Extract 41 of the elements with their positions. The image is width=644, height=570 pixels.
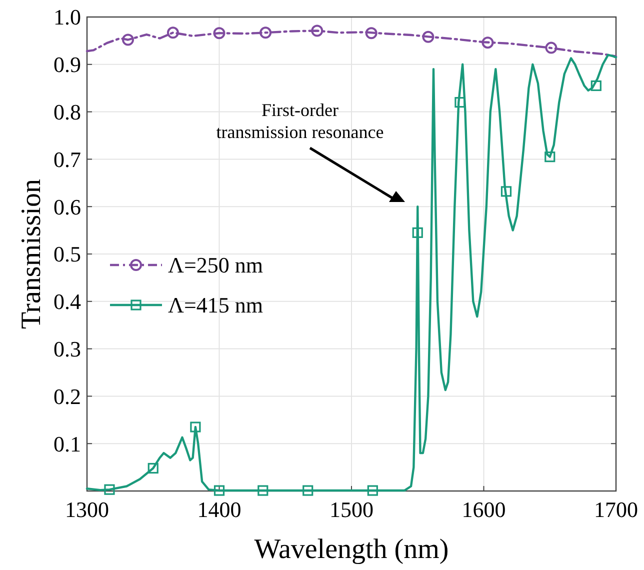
point — [104, 484, 115, 495]
point — [190, 422, 201, 432]
y-tick-label: 0.9 — [54, 52, 81, 78]
y-axis-title: Transmission — [16, 179, 47, 329]
x-tick-label: 1400 — [197, 497, 242, 522]
point — [545, 42, 558, 54]
y-tick-label: 0.6 — [54, 194, 81, 220]
legend-label: Λ=250 nm — [168, 252, 263, 278]
point — [311, 24, 324, 37]
point — [148, 462, 158, 474]
x-tick-label: 1300 — [65, 497, 109, 522]
point — [500, 186, 512, 197]
point — [412, 227, 423, 238]
point — [166, 26, 179, 39]
point — [590, 80, 602, 92]
point — [213, 27, 226, 40]
x-tick-label: 1500 — [330, 497, 374, 522]
x-tick-label: 1700 — [594, 497, 638, 522]
x-axis-title: Wavelength (nm) — [254, 534, 449, 565]
point — [258, 485, 268, 496]
point — [422, 30, 434, 43]
y-tick-label: 1.0 — [54, 4, 81, 30]
point — [482, 36, 494, 49]
point — [367, 485, 378, 496]
point — [122, 34, 134, 46]
y-tick-label: 0.7 — [54, 146, 81, 172]
y-tick-label: 0.5 — [54, 242, 81, 267]
point — [365, 27, 378, 40]
annotation: First-order transmission resonance — [216, 100, 384, 142]
y-tick-label: 0.1 — [54, 431, 81, 456]
point — [260, 26, 272, 39]
point — [454, 97, 466, 108]
point — [544, 152, 556, 162]
point — [302, 485, 314, 496]
y-tick-label: 0.2 — [54, 384, 81, 409]
y-tick-label: 0.8 — [54, 100, 81, 124]
x-tick-label: 1600 — [462, 497, 506, 522]
y-tick-label: 0.3 — [54, 336, 81, 362]
legend-label: Λ=415 nm — [168, 292, 263, 318]
point — [214, 485, 225, 496]
y-tick-label: 0.4 — [54, 289, 81, 314]
